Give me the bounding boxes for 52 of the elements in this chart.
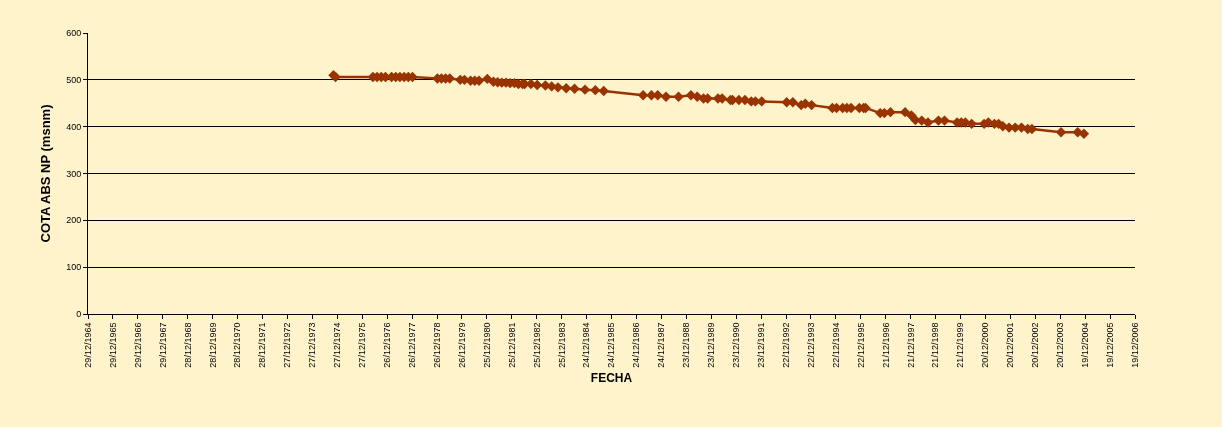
x-tick-label: 26/12/1978: [431, 322, 442, 368]
x-tick-label: 28/12/1968: [182, 322, 193, 368]
x-tick-label: 25/12/1981: [506, 322, 517, 368]
x-tick-label: 26/12/1976: [382, 322, 393, 368]
x-tick-label: 23/12/1989: [706, 322, 717, 368]
x-tick-label: 29/12/1965: [107, 322, 118, 368]
y-tick-label: 500: [66, 74, 82, 85]
x-tick-label: 22/12/1993: [805, 322, 816, 368]
x-tick-label: 23/12/1990: [731, 322, 742, 368]
x-tick-label: 29/12/1964: [82, 322, 93, 368]
x-tick-label: 26/12/1979: [456, 322, 467, 368]
x-tick-label: 26/12/1977: [406, 322, 417, 368]
x-tick-label: 25/12/1983: [556, 322, 567, 368]
x-tick-label: 28/12/1970: [232, 322, 243, 368]
x-tick-label: 22/12/1994: [830, 322, 841, 368]
x-tick-label: 20/12/2000: [980, 322, 991, 368]
x-tick-label: 23/12/1988: [681, 322, 692, 368]
x-tick-label: 24/12/1987: [656, 322, 667, 368]
x-tick-label: 20/12/2003: [1055, 322, 1066, 368]
x-tick-label: 27/12/1975: [357, 322, 368, 368]
x-tick-label: 28/12/1971: [257, 322, 268, 368]
y-tick-label: 400: [66, 121, 82, 132]
x-tick-label: 27/12/1973: [307, 322, 318, 368]
x-axis-title: FECHA: [590, 370, 633, 385]
x-tick-label: 21/12/1996: [880, 322, 891, 368]
y-tick-label: 600: [66, 28, 82, 39]
x-tick-label: 24/12/1986: [631, 322, 642, 368]
x-tick-label: 29/12/1966: [132, 322, 143, 368]
x-tick-label: 21/12/1997: [905, 322, 916, 368]
x-tick-label: 19/12/2004: [1080, 322, 1091, 368]
y-tick-label: 100: [66, 262, 82, 273]
x-tick-label: 25/12/1980: [481, 322, 492, 368]
y-axis-title: COTA ABS NP (msnm): [38, 104, 54, 243]
x-tick-label: 20/12/2001: [1005, 322, 1016, 368]
x-tick-label: 28/12/1969: [207, 322, 218, 368]
x-tick-label: 19/12/2005: [1104, 322, 1115, 368]
x-tick-label: 22/12/1995: [855, 322, 866, 368]
x-tick-label: 24/12/1985: [606, 322, 617, 368]
x-tick-label: 27/12/1972: [282, 322, 293, 368]
x-tick-label: 20/12/2002: [1030, 322, 1041, 368]
x-tick-label: 27/12/1974: [332, 322, 343, 368]
x-tick-label: 25/12/1982: [531, 322, 542, 368]
x-tick-label: 21/12/1999: [955, 322, 966, 368]
x-tick-label: 19/12/2006: [1129, 322, 1140, 368]
x-tick-label: 24/12/1984: [581, 322, 592, 368]
x-tick-label: 21/12/1998: [930, 322, 941, 368]
x-tick-label: 29/12/1967: [157, 322, 168, 368]
x-tick-label: 23/12/1991: [755, 322, 766, 368]
y-tick-label: 300: [66, 168, 82, 179]
x-tick-label: 22/12/1992: [780, 322, 791, 368]
y-tick-label: 200: [66, 215, 82, 226]
y-tick-label: 0: [76, 309, 82, 320]
